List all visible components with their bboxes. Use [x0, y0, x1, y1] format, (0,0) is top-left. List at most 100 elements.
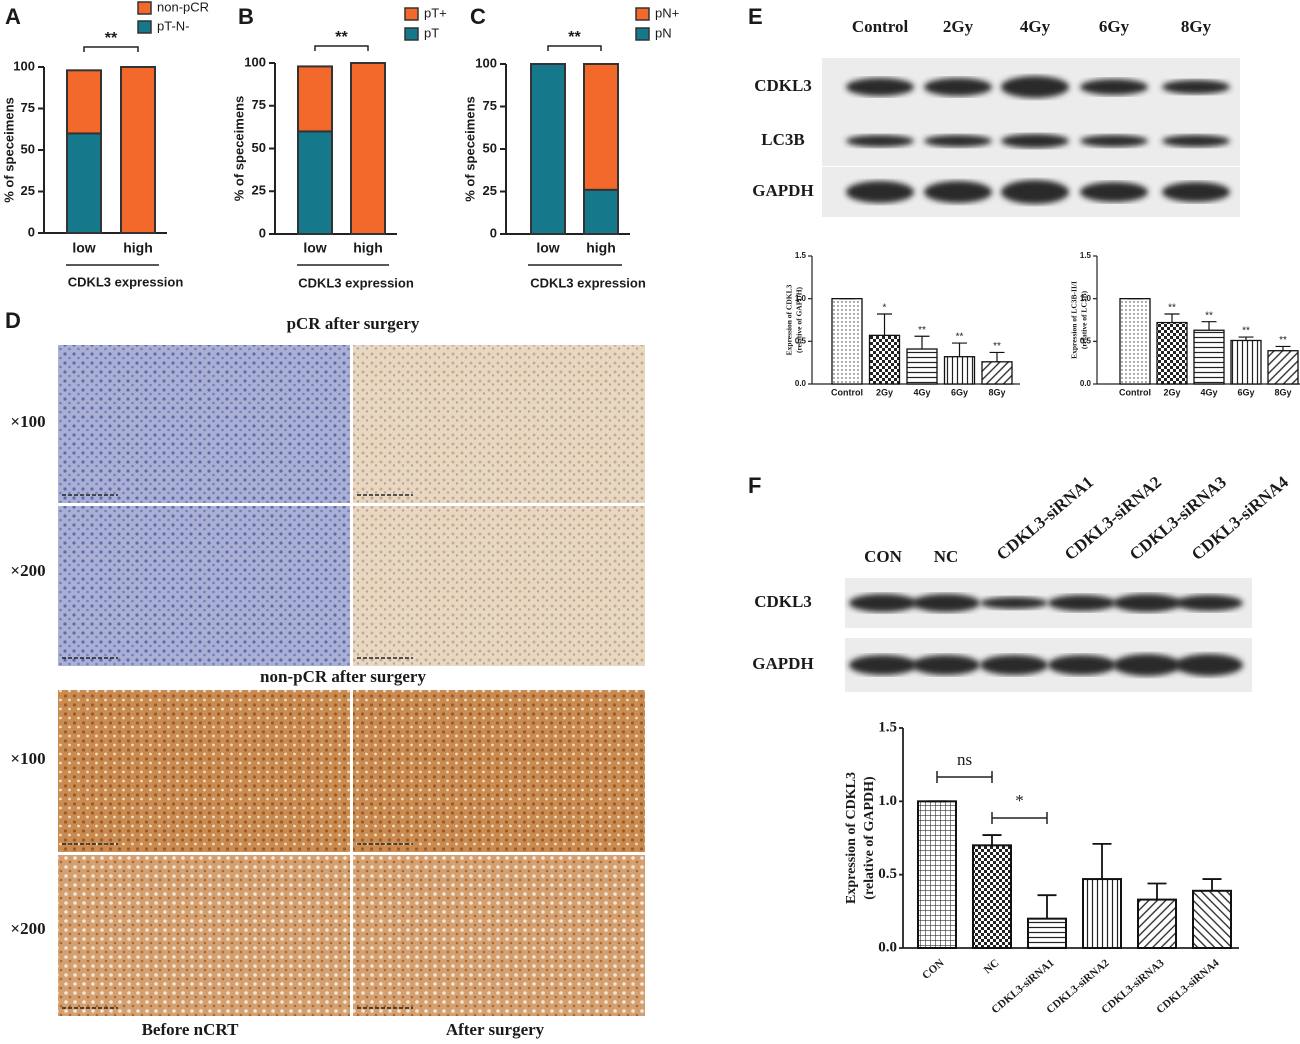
error-bar	[989, 351, 1005, 362]
ihc-image	[353, 345, 645, 503]
y-tick-label: 75	[21, 100, 35, 115]
bar	[1230, 339, 1262, 385]
bar	[1193, 329, 1225, 385]
blot-band	[980, 597, 1048, 609]
blot-band	[849, 594, 917, 612]
bar	[1267, 350, 1299, 385]
legend-label: pT-N-	[157, 18, 190, 33]
y-tick-label: 100	[475, 55, 497, 70]
lane-label: 2Gy	[943, 17, 974, 36]
x-tick-label: 6Gy	[951, 387, 968, 397]
ihc-image	[58, 690, 350, 852]
x-tick-label: low	[536, 240, 559, 256]
y-axis-label: % of speceimens	[231, 96, 246, 202]
y-tick-label: 50	[252, 140, 266, 155]
ihc-column-label: Before nCRT	[142, 1020, 239, 1039]
bar	[831, 298, 863, 385]
error-bar	[877, 313, 892, 336]
blot-band	[1001, 134, 1069, 148]
bar	[1137, 898, 1177, 949]
error-bar	[1037, 894, 1057, 919]
legend-swatch	[137, 20, 152, 34]
significance-label: **	[1279, 335, 1287, 346]
blot-band	[846, 181, 914, 203]
lane-label: NC	[934, 547, 959, 566]
bar	[943, 356, 976, 385]
x-tick-label: Control	[1119, 387, 1151, 397]
y-tick-label: 25	[21, 183, 35, 198]
y-tick-label: 1.0	[878, 793, 897, 809]
blot-band	[846, 135, 914, 147]
error-bar	[1275, 345, 1291, 351]
y-tick-label: 25	[483, 183, 497, 198]
bar	[917, 800, 957, 949]
blot-band	[1175, 654, 1243, 676]
panel-letter: E	[748, 4, 763, 29]
y-tick-label: 0.0	[1080, 379, 1092, 388]
error-bar	[1092, 842, 1112, 880]
blot-band	[1001, 180, 1069, 204]
bar-segment	[297, 130, 333, 235]
blot-band	[849, 655, 917, 675]
y-axis-label: (relative of GAPDH)	[795, 286, 804, 353]
bar-segment	[66, 132, 102, 234]
blot-band	[1001, 76, 1069, 98]
significance-label: **	[1168, 303, 1176, 314]
legend-label: non-pCR	[157, 0, 209, 14]
error-bar	[1238, 336, 1254, 341]
legend-swatch	[137, 1, 152, 15]
y-tick-label: 1.5	[878, 719, 897, 735]
row-label: LC3B	[761, 130, 804, 149]
x-tick-label: NC	[982, 957, 1002, 976]
legend-swatch	[635, 27, 650, 41]
blot-band	[1113, 654, 1181, 676]
panel-letter: F	[748, 473, 761, 498]
y-tick-label: 0.5	[878, 866, 897, 882]
y-tick-label: 100	[13, 58, 35, 73]
blot-band	[1113, 594, 1181, 612]
x-tick-label: 8Gy	[1274, 387, 1291, 397]
ihc-image	[353, 506, 645, 666]
bar-segment	[530, 63, 566, 235]
ihc-image	[353, 690, 645, 852]
panel-letter: A	[5, 4, 21, 29]
ihc-image	[353, 855, 645, 1016]
significance-bracket	[936, 771, 993, 783]
blot-band	[924, 78, 992, 96]
significance-label: **	[1205, 310, 1213, 321]
lane-label: 6Gy	[1099, 17, 1130, 36]
x-axis-label: CDKL3 expression	[530, 275, 646, 290]
bar-segment	[583, 63, 619, 191]
bar	[981, 361, 1013, 385]
y-axis-label: Expression of CDKL3	[844, 772, 859, 904]
x-axis-label: CDKL3 expression	[68, 274, 184, 289]
panel-letter: B	[238, 4, 254, 29]
x-tick-label: 4Gy	[913, 387, 930, 397]
bar	[972, 844, 1012, 949]
error-bar	[914, 335, 930, 350]
y-tick-label: 50	[483, 140, 497, 155]
blot-band	[1048, 595, 1116, 611]
x-tick-label: CON	[920, 957, 946, 982]
y-tick-label: 1.0	[1080, 294, 1092, 303]
y-tick-label: 0	[490, 225, 497, 240]
error-bar	[1147, 882, 1167, 900]
y-tick-label: 0	[259, 225, 266, 240]
x-tick-label: high	[586, 240, 616, 256]
blot-band	[1048, 655, 1116, 675]
ihc-image	[58, 345, 350, 503]
blot-band	[924, 181, 992, 203]
blot-band	[912, 594, 980, 612]
magnification: ×100	[10, 412, 45, 431]
lane-label: 4Gy	[1020, 17, 1051, 36]
bar	[1082, 878, 1122, 949]
x-tick-label: high	[123, 240, 153, 256]
bar	[906, 348, 938, 385]
magnification: ×200	[10, 561, 45, 580]
y-tick-label: 0.5	[1080, 336, 1092, 345]
blot-band	[1175, 595, 1243, 611]
ihc-title: non-pCR after surgery	[260, 667, 426, 686]
error-bar	[952, 342, 967, 357]
significance-label: ns	[957, 750, 972, 769]
